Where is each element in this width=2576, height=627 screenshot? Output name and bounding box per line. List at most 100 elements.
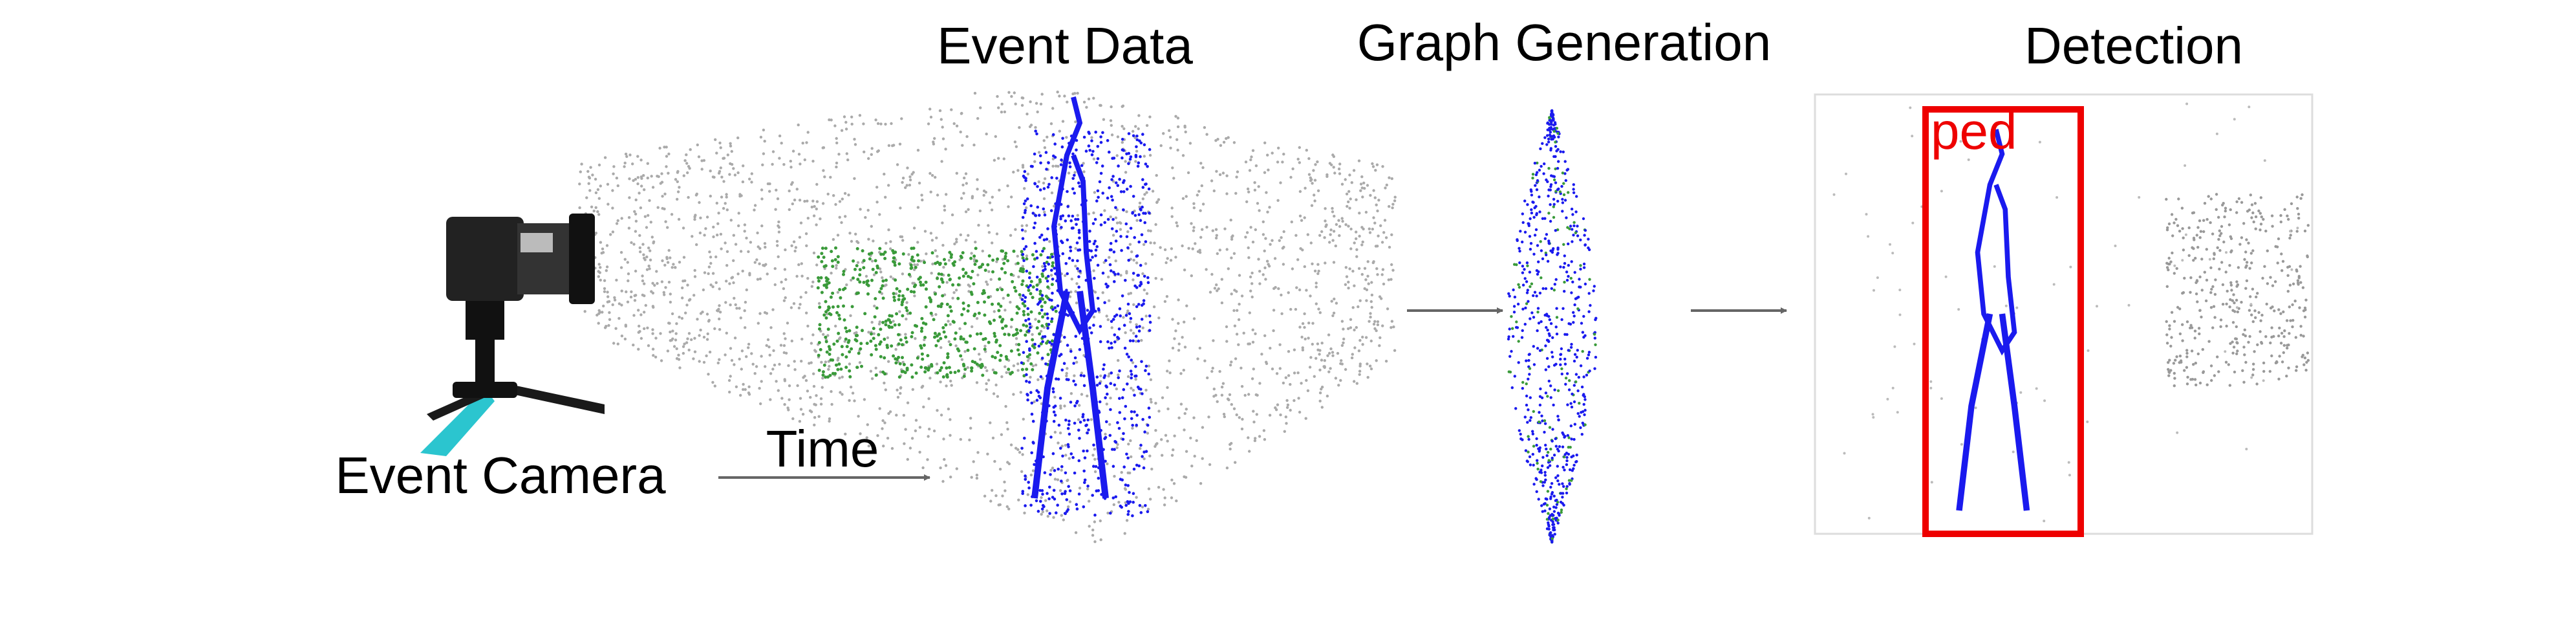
event-point (1133, 410, 1136, 413)
event-point (991, 302, 994, 306)
event-point (623, 258, 627, 261)
event-point (2167, 361, 2170, 364)
event-point (1020, 361, 1024, 364)
event-point (1115, 208, 1119, 212)
event-point (820, 291, 824, 294)
event-point (743, 223, 747, 226)
event-point (810, 205, 814, 209)
event-point (1238, 302, 1241, 306)
event-point (886, 318, 890, 322)
event-point (1050, 298, 1053, 302)
event-point (1112, 503, 1116, 507)
event-point (2304, 298, 2308, 302)
event-point (901, 239, 905, 242)
event-point (950, 213, 954, 217)
event-point (1266, 210, 1269, 214)
event-point (1130, 410, 1133, 413)
event-point (1020, 283, 1024, 287)
event-point (625, 155, 628, 159)
event-point (1571, 240, 1574, 243)
event-point (700, 159, 703, 162)
event-point (2206, 217, 2209, 221)
event-point (1513, 295, 1517, 299)
event-point (804, 379, 808, 382)
event-point (1026, 313, 1030, 316)
event-point (1287, 291, 1290, 294)
event-point (2288, 332, 2291, 335)
event-point (1247, 190, 1250, 193)
event-point (642, 174, 645, 177)
event-point (2196, 300, 2199, 303)
event-point (1244, 160, 1248, 164)
event-point (1555, 503, 1559, 506)
event-point (897, 355, 901, 359)
event-point (1550, 482, 1554, 485)
event-point (2293, 300, 2297, 303)
event-point (1534, 228, 1538, 232)
event-point (1216, 252, 1219, 256)
event-point (1099, 135, 1102, 138)
event-point (909, 263, 913, 267)
event-point (2174, 358, 2177, 362)
event-point (836, 255, 840, 259)
event-point (661, 259, 664, 263)
event-point (799, 303, 802, 306)
event-point (1561, 496, 1564, 499)
event-point (1039, 102, 1043, 105)
event-point (835, 311, 839, 314)
event-point (921, 384, 925, 388)
event-point (789, 159, 793, 163)
event-point (1545, 233, 1549, 236)
event-point (1165, 261, 1168, 265)
event-point (918, 450, 921, 454)
event-point (1030, 412, 1034, 416)
event-point (1342, 327, 1345, 331)
event-point (2202, 219, 2206, 222)
event-point (1565, 487, 1568, 490)
event-point (1043, 313, 1047, 316)
event-point (969, 426, 972, 430)
event-point (1355, 237, 1358, 241)
event-point (628, 153, 632, 157)
event-point (1512, 305, 1516, 308)
event-point (963, 350, 967, 353)
event-point (901, 181, 904, 184)
event-point (949, 309, 953, 313)
event-point (1318, 311, 1322, 314)
event-point (1141, 505, 1144, 509)
event-point (1316, 160, 1319, 164)
event-point (669, 292, 672, 296)
event-point (1095, 384, 1099, 387)
event-point (730, 162, 734, 166)
event-point (1318, 391, 1322, 395)
event-point (1025, 197, 1029, 201)
event-point (1532, 252, 1536, 256)
event-point (1059, 163, 1063, 166)
event-point (1081, 415, 1084, 419)
event-point (848, 399, 851, 402)
event-point (645, 226, 649, 229)
event-point (2249, 252, 2253, 255)
event-point (2244, 287, 2248, 290)
event-point (1518, 285, 1521, 289)
event-point (2288, 305, 2291, 309)
event-point (862, 266, 866, 270)
event-point (1521, 329, 1524, 333)
event-point (1016, 331, 1019, 335)
event-point (859, 347, 863, 351)
event-point (1093, 513, 1097, 517)
event-point (1236, 170, 1240, 173)
event-point (634, 177, 638, 181)
event-point (1327, 351, 1331, 355)
event-point (1390, 177, 1393, 181)
event-point (1134, 365, 1137, 368)
event-point (850, 305, 854, 309)
event-point (901, 294, 905, 298)
event-point (1154, 402, 1157, 405)
event-point (910, 247, 914, 250)
event-point (1097, 489, 1100, 492)
event-point (889, 275, 893, 278)
event-point (1580, 433, 1583, 436)
event-point (765, 312, 769, 315)
event-point (1378, 295, 1382, 298)
